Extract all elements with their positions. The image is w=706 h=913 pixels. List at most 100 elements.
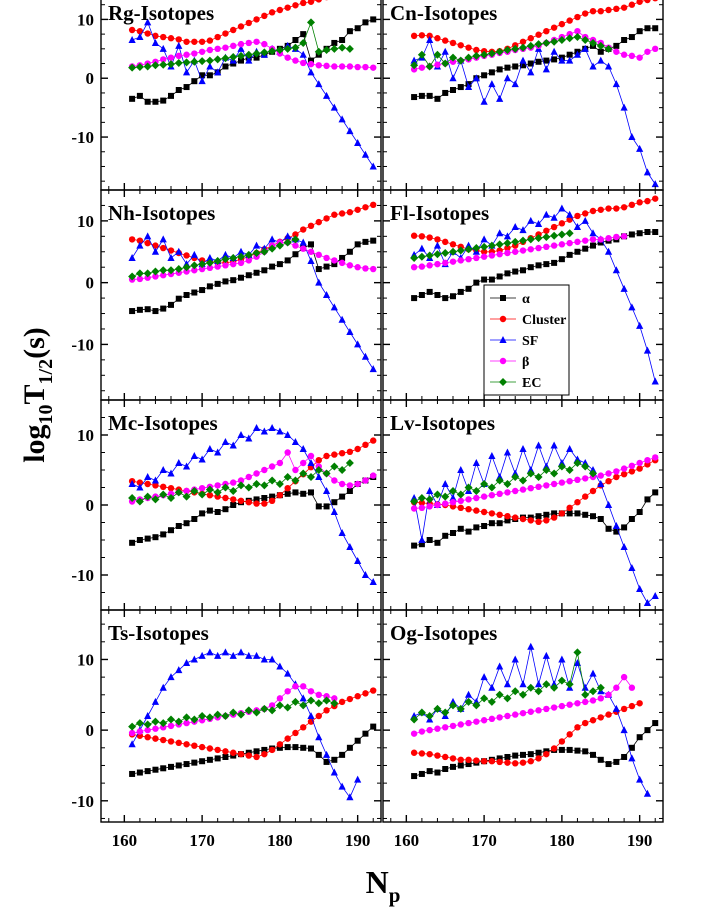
legend-entry-beta: β (490, 355, 529, 370)
point-beta-187 (331, 63, 338, 70)
point-sf-191 (361, 571, 370, 578)
point-cluster-162 (136, 27, 144, 35)
point-sf-168 (182, 462, 191, 470)
point-cluster-190 (636, 199, 643, 206)
point-cluster-167 (175, 739, 182, 747)
point-cluster-163 (144, 239, 151, 247)
point-cluster-171 (488, 758, 496, 765)
point-beta-180 (276, 695, 284, 702)
point-sf-170 (198, 455, 206, 463)
point-cluster-181 (284, 735, 291, 742)
series-line-beta (414, 235, 625, 268)
point-sf-164 (151, 38, 160, 46)
point-cluster-173 (222, 748, 229, 755)
point-sf-192 (651, 180, 659, 188)
point-sf-163 (426, 36, 434, 43)
point-beta-178 (543, 482, 550, 489)
point-cluster-185 (597, 206, 604, 213)
point-ec-170 (198, 490, 207, 499)
panel-fl-isotopes: Fl-Isotopes (382, 189, 664, 401)
point-cluster-176 (245, 499, 252, 506)
point-cluster-176 (527, 758, 534, 765)
point-sf-179 (268, 655, 276, 663)
point-alpha-190 (354, 25, 361, 32)
point-ec-170 (480, 694, 489, 703)
point-ec-172 (213, 257, 222, 266)
point-sf-181 (566, 210, 574, 218)
point-alpha-183 (300, 744, 307, 751)
point-ec-169 (472, 701, 481, 710)
point-cluster-183 (300, 226, 307, 233)
point-cluster-162 (418, 499, 426, 507)
point-beta-179 (268, 702, 276, 709)
point-sf-176 (527, 68, 535, 76)
point-beta-164 (434, 61, 441, 68)
point-sf-162 (136, 33, 144, 41)
point-sf-161 (410, 56, 418, 64)
series-alpha (129, 723, 377, 777)
series-line-sf (131, 427, 374, 583)
point-ec-174 (229, 708, 238, 717)
point-alpha-191 (644, 496, 651, 503)
point-beta-188 (338, 63, 346, 70)
point-ec-173 (221, 483, 230, 492)
point-cluster-177 (253, 16, 260, 23)
point-beta-184 (589, 697, 597, 704)
point-alpha-171 (206, 507, 213, 514)
point-beta-184 (307, 248, 315, 255)
point-alpha-167 (175, 762, 182, 769)
point-ec-186 (322, 696, 331, 705)
point-sf-183 (581, 683, 589, 691)
y-tick-label: 0 (86, 721, 95, 740)
point-cluster-164 (152, 735, 159, 742)
point-beta-171 (206, 46, 214, 54)
point-ec-169 (472, 244, 481, 253)
point-sf-184 (307, 459, 315, 466)
point-ec-164 (151, 495, 160, 504)
point-cluster-178 (261, 750, 268, 758)
point-sf-168 (464, 690, 473, 698)
point-cluster-162 (418, 750, 426, 757)
point-cluster-164 (152, 482, 159, 489)
point-beta-189 (346, 482, 354, 489)
point-cluster-179 (550, 24, 558, 31)
point-beta-172 (214, 45, 221, 53)
point-alpha-164 (152, 534, 159, 541)
series-beta (410, 27, 659, 73)
point-ec-182 (291, 697, 300, 706)
legend: α Cluster SF β EC (483, 284, 570, 396)
point-ec-174 (511, 687, 520, 696)
point-ec-174 (511, 44, 520, 53)
point-alpha-172 (496, 520, 503, 527)
point-beta-184 (307, 688, 315, 695)
legend-marker-alpha (500, 295, 506, 301)
point-alpha-171 (488, 69, 495, 76)
point-cluster-192 (370, 687, 377, 694)
point-sf-176 (245, 56, 253, 64)
point-alpha-174 (512, 752, 519, 759)
point-cluster-188 (338, 210, 346, 217)
point-sf-173 (503, 232, 512, 240)
point-alpha-161 (411, 542, 418, 549)
y-tick-label: 0 (86, 496, 95, 515)
point-sf-168 (464, 241, 473, 249)
point-beta-163 (144, 726, 151, 734)
point-alpha-163 (426, 537, 433, 543)
point-beta-187 (613, 48, 620, 55)
point-cluster-186 (323, 707, 330, 714)
point-beta-162 (418, 728, 426, 735)
point-cluster-180 (558, 220, 566, 227)
point-cluster-161 (410, 32, 418, 40)
point-sf-175 (237, 247, 245, 255)
point-alpha-169 (473, 279, 480, 286)
point-ec-184 (307, 473, 315, 481)
point-beta-167 (457, 721, 464, 728)
point-ec-165 (441, 708, 450, 717)
point-cluster-174 (230, 496, 237, 503)
point-alpha-184 (308, 57, 314, 64)
y-axis-label-T: T (18, 384, 51, 404)
point-beta-162 (418, 263, 426, 270)
point-beta-189 (346, 63, 354, 70)
point-cluster-179 (550, 514, 558, 521)
